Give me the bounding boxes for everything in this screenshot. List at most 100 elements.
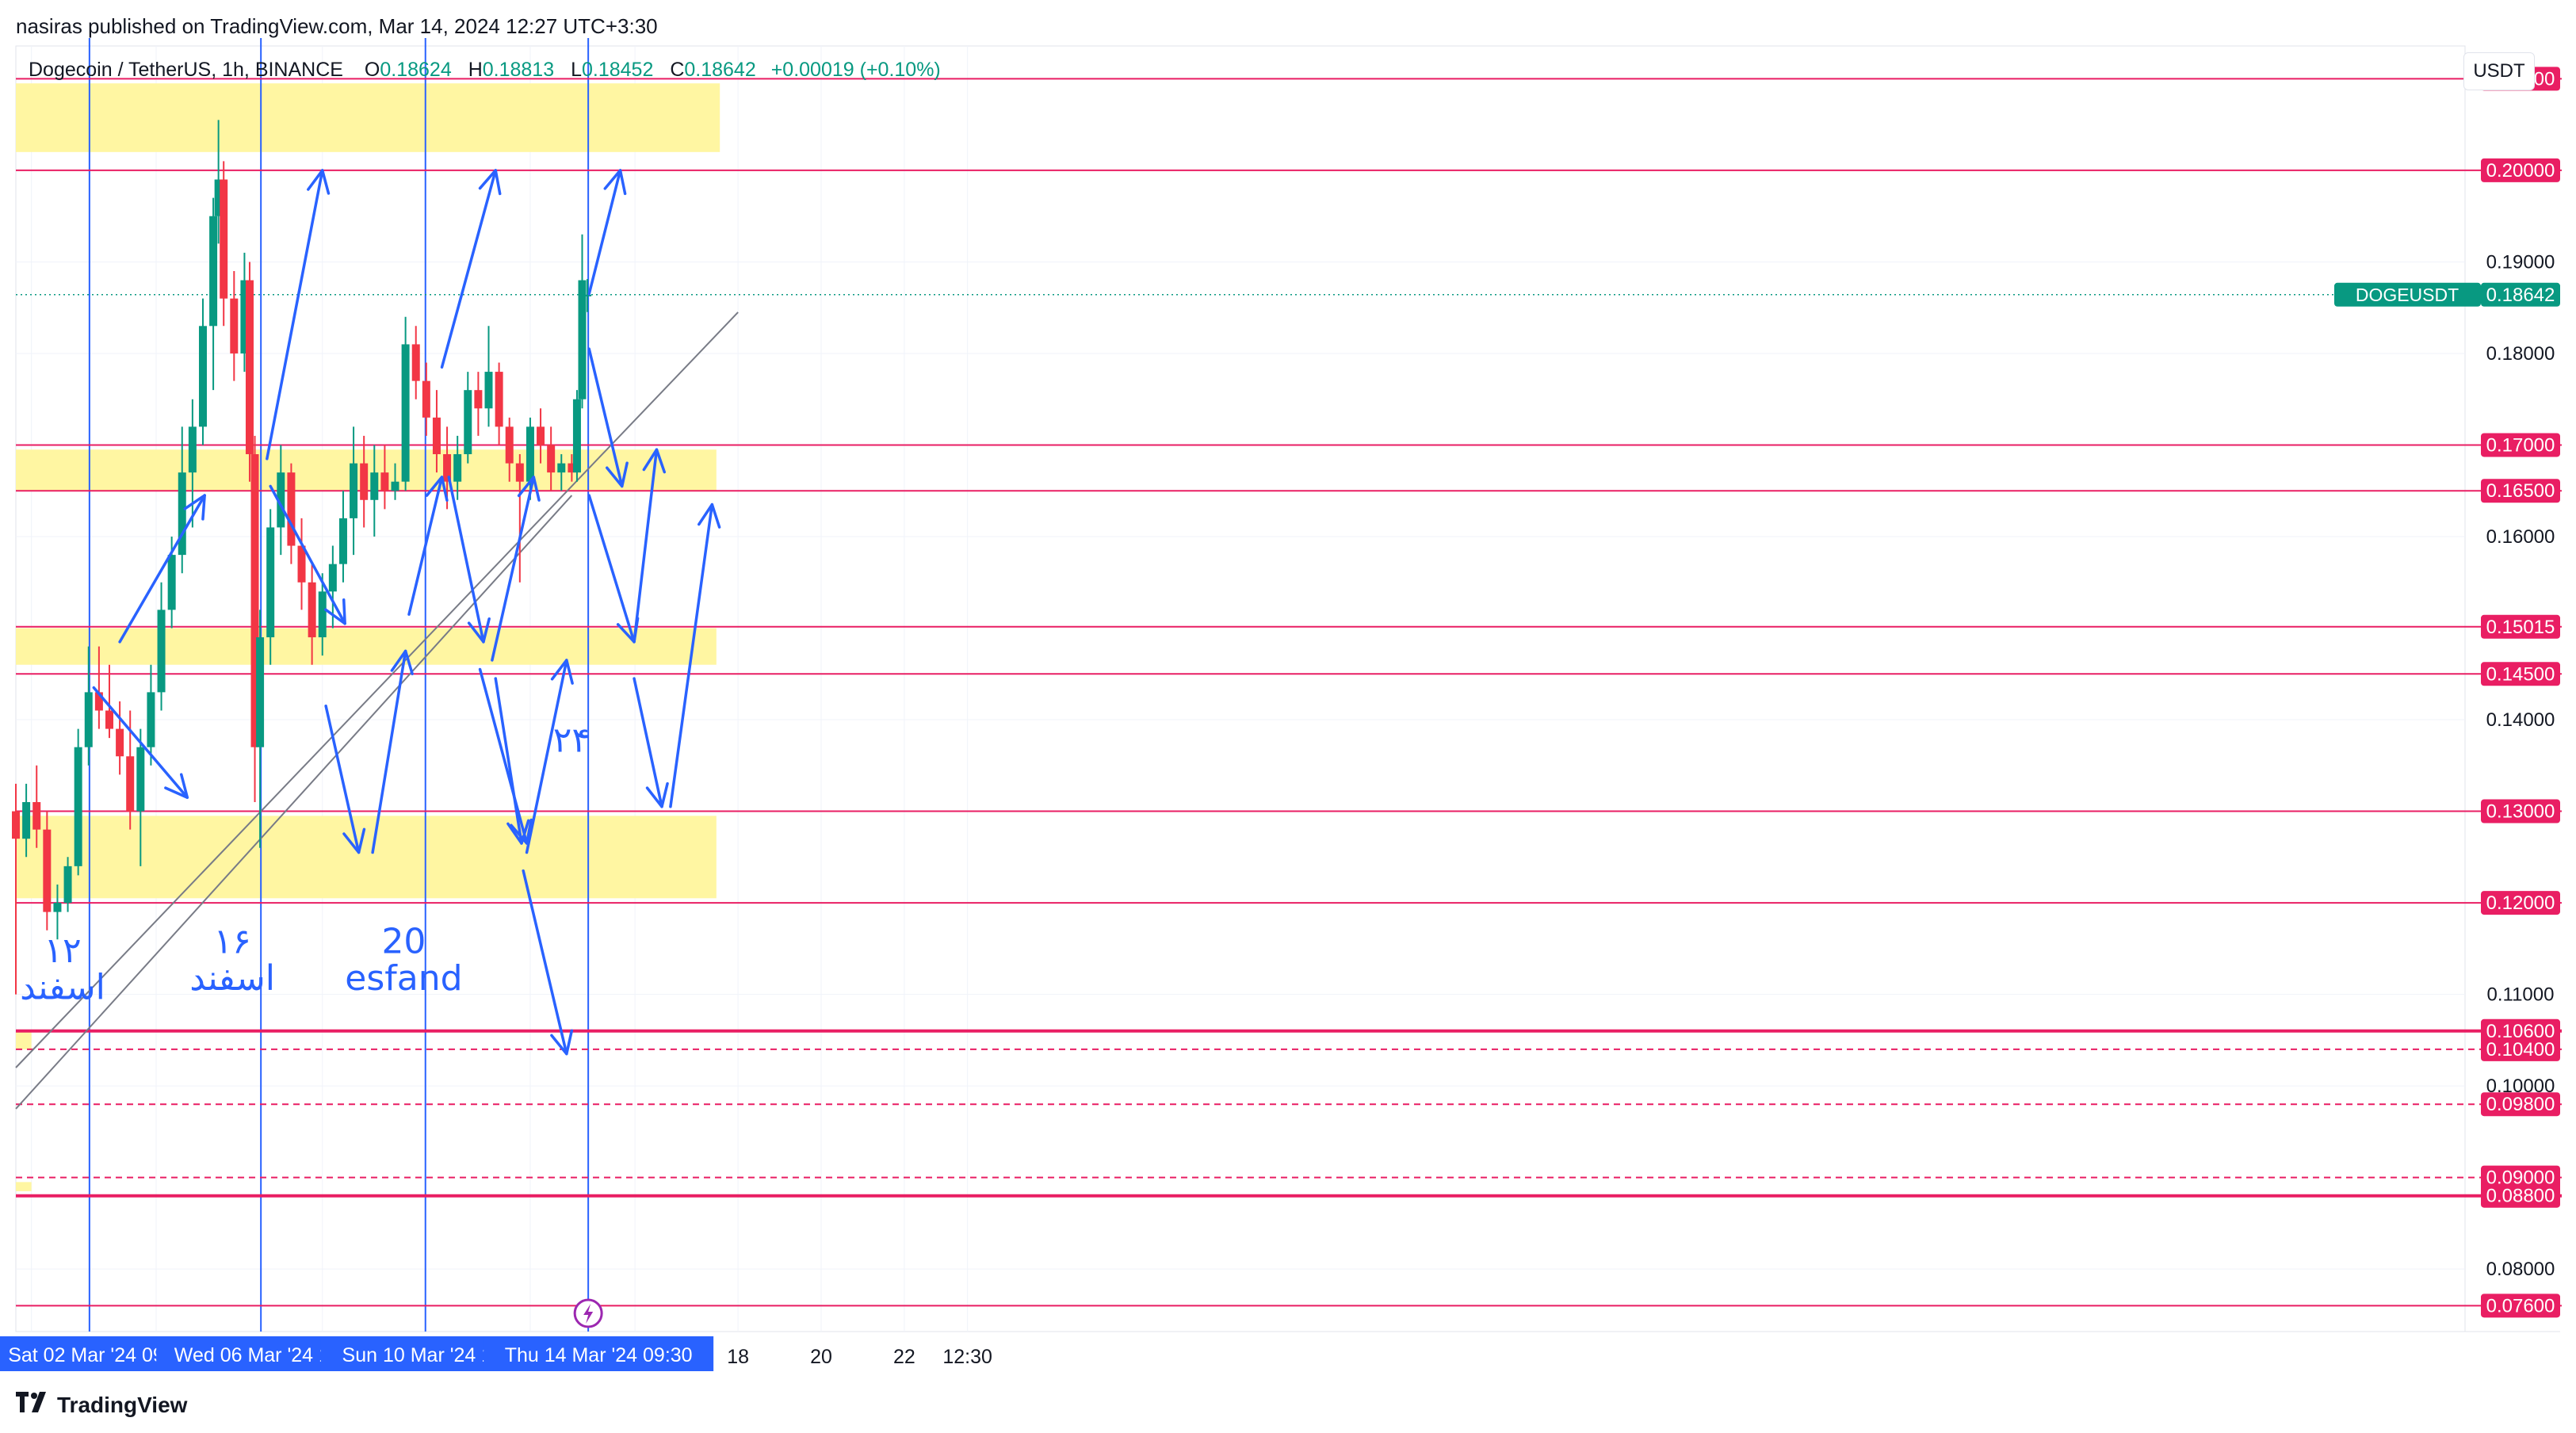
annotation-arrow <box>525 659 568 854</box>
candles <box>12 120 592 995</box>
candle-body <box>209 216 218 327</box>
brand[interactable]: TradingView <box>16 1392 187 1419</box>
annotation-text: ۱۶ <box>213 922 250 962</box>
candle-body <box>250 454 259 747</box>
legend-high-label: H <box>468 59 483 81</box>
candle-body <box>198 326 207 427</box>
annotation-text: اسفند <box>20 967 105 1007</box>
annotation-arrow <box>371 649 407 854</box>
level-price-tag <box>2481 1183 2560 1208</box>
last-price-label: 0.18642 <box>2486 285 2555 306</box>
annotation-arrow <box>266 169 324 460</box>
legend-symbol[interactable]: Dogecoin / TetherUS, 1h, BINANCE <box>29 59 343 81</box>
annotation-arrowhead <box>645 781 669 808</box>
annotation-arrowhead <box>603 169 627 196</box>
candle-body <box>63 866 72 904</box>
candle-body <box>136 747 145 812</box>
candle-body <box>568 463 576 473</box>
legend-open: 0.18624 <box>380 59 452 81</box>
legend-close: 0.18642 <box>684 59 756 81</box>
symbol-tag-label: DOGEUSDT <box>2356 285 2459 305</box>
price-axis[interactable]: 0.210000.200000.170000.165000.150150.145… <box>2334 67 2560 1318</box>
level-price-label: 0.07600 <box>2486 1295 2555 1316</box>
candle-body <box>411 344 420 381</box>
annotation-arrows <box>92 169 721 1056</box>
time-tick-label: 12:30 <box>942 1346 992 1368</box>
annotation-arrowhead <box>698 503 721 529</box>
markers <box>573 1298 603 1328</box>
annotation-arrow <box>407 476 444 616</box>
legend-high: 0.18813 <box>482 59 555 81</box>
price-tick-label: 0.10000 <box>2486 1076 2555 1097</box>
candle-body <box>12 811 20 839</box>
candle-body <box>53 903 62 912</box>
candle-body <box>464 390 472 455</box>
last-price-tag <box>2481 282 2560 307</box>
legend-open-label: O <box>364 59 380 81</box>
level-price-tag <box>2481 1165 2560 1190</box>
annotation-arrow <box>522 869 568 1056</box>
highlight-zone <box>16 816 717 899</box>
annotation-arrow <box>440 169 497 369</box>
price-tick-label: 0.19000 <box>2486 251 2555 273</box>
candle-body <box>380 472 389 491</box>
candle-body <box>318 591 327 638</box>
candle-body <box>338 518 347 564</box>
lightning-icon <box>583 1304 594 1324</box>
legend-close-label: C <box>670 59 685 81</box>
currency-button[interactable]: USDT <box>2463 52 2535 90</box>
candle-body <box>116 728 124 757</box>
candle-body <box>328 564 337 592</box>
candle-body <box>422 380 430 418</box>
time-tick-label: 22 <box>893 1346 915 1368</box>
level-price-tag <box>2481 662 2560 686</box>
level-price-tag <box>2481 891 2560 915</box>
annotation-arrowhead <box>467 617 491 644</box>
annotation-arrowhead <box>164 773 189 799</box>
level-price-label: 0.15015 <box>2486 617 2555 638</box>
candle-body <box>578 280 587 399</box>
annotation-arrow <box>491 476 536 662</box>
candle-body <box>74 747 82 866</box>
candle-body <box>505 426 514 464</box>
annotation-arrow <box>269 484 346 625</box>
grid <box>15 45 2560 1332</box>
legend-low-label: L <box>571 59 582 81</box>
annotation-arrowhead <box>506 819 530 845</box>
candle-body <box>297 545 306 583</box>
candle-body <box>495 372 503 427</box>
candle-body <box>105 710 113 729</box>
annotation-arrowhead <box>510 818 533 845</box>
level-price-label: 0.09800 <box>2486 1094 2555 1115</box>
candle-body <box>188 426 197 473</box>
candle-body <box>167 555 176 610</box>
annotation-arrow <box>633 677 663 808</box>
candle-body <box>245 280 254 455</box>
annotation-arrow <box>494 677 523 845</box>
annotation-arrowhead <box>517 476 541 502</box>
candle-body <box>214 179 223 216</box>
trend-line <box>15 311 739 1068</box>
annotation-arrowhead <box>425 476 449 502</box>
candle-body <box>583 294 592 296</box>
time-marker-label: Thu 14 Mar '24 09:30 <box>505 1344 693 1366</box>
annotation-arrowhead <box>342 827 366 854</box>
candle-body <box>360 463 369 500</box>
candle-body <box>401 344 410 482</box>
candle-body <box>94 692 103 711</box>
trend-lines <box>15 311 739 1110</box>
level-price-label: 0.12000 <box>2486 892 2555 914</box>
annotation-arrowhead <box>550 1029 574 1056</box>
level-price-tag <box>2481 433 2560 457</box>
candle-body <box>391 481 399 491</box>
candle-body <box>157 610 166 693</box>
annotation-arrowhead <box>183 494 206 521</box>
candle-body <box>240 280 249 353</box>
annotation-arrow <box>587 347 624 488</box>
level-price-tag <box>2481 614 2560 639</box>
candle-body <box>230 298 239 353</box>
annotation-arrow <box>324 704 361 854</box>
